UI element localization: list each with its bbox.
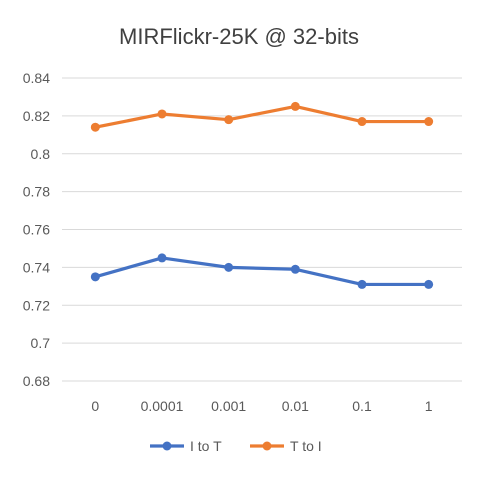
x-tick-label: 0	[91, 398, 99, 414]
legend-label: T to I	[290, 438, 322, 454]
x-tick-label: 1	[425, 398, 433, 414]
data-point	[290, 264, 300, 274]
x-tick-label: 0.0001	[141, 398, 184, 414]
y-tick-label: 0.7	[31, 335, 51, 351]
legend-item: T to I	[250, 438, 322, 454]
legend-marker	[262, 441, 272, 451]
y-tick-label: 0.82	[23, 108, 50, 124]
legend: I to T T to I	[150, 438, 322, 454]
legend-item: I to T	[150, 438, 222, 454]
data-point	[224, 115, 234, 125]
data-point	[424, 279, 434, 289]
x-axis-ticks: 0 0.0001 0.001 0.01 0.1 1	[91, 398, 432, 414]
legend-label: I to T	[190, 438, 222, 454]
data-point	[357, 117, 367, 127]
data-point	[424, 117, 434, 127]
y-axis-ticks: 0.84 0.82 0.8 0.78 0.76 0.74 0.72 0.7 0.68	[23, 70, 50, 389]
y-tick-label: 0.84	[23, 70, 50, 86]
series-line	[93, 256, 431, 287]
series-i-to-t	[90, 253, 434, 289]
y-tick-label: 0.76	[23, 222, 50, 238]
y-tick-label: 0.68	[23, 373, 50, 389]
data-point	[357, 279, 367, 289]
series-line	[93, 104, 431, 129]
x-tick-label: 0.1	[352, 398, 372, 414]
data-point	[90, 122, 100, 132]
y-tick-label: 0.8	[31, 146, 51, 162]
x-tick-label: 0.01	[282, 398, 309, 414]
data-point	[224, 262, 234, 272]
series-t-to-i	[90, 101, 434, 132]
y-tick-label: 0.78	[23, 184, 50, 200]
y-tick-label: 0.74	[23, 259, 50, 275]
chart-title: MIRFlickr-25K @ 32-bits	[119, 24, 359, 49]
legend-marker	[162, 441, 172, 451]
data-point	[90, 272, 100, 282]
x-tick-label: 0.001	[211, 398, 246, 414]
data-point	[157, 253, 167, 263]
data-point	[157, 109, 167, 119]
y-tick-label: 0.72	[23, 297, 50, 313]
series	[90, 101, 434, 289]
data-point	[290, 101, 300, 111]
